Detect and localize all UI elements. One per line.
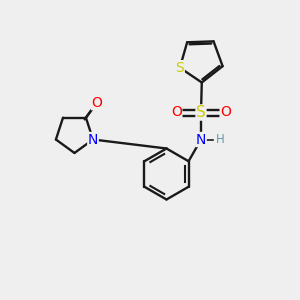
Text: S: S [176, 61, 184, 75]
Text: O: O [171, 106, 182, 119]
Text: H: H [216, 133, 225, 146]
Text: O: O [92, 96, 102, 110]
Text: S: S [196, 105, 206, 120]
Text: N: N [88, 133, 98, 146]
Text: N: N [196, 133, 206, 146]
Text: O: O [220, 106, 231, 119]
